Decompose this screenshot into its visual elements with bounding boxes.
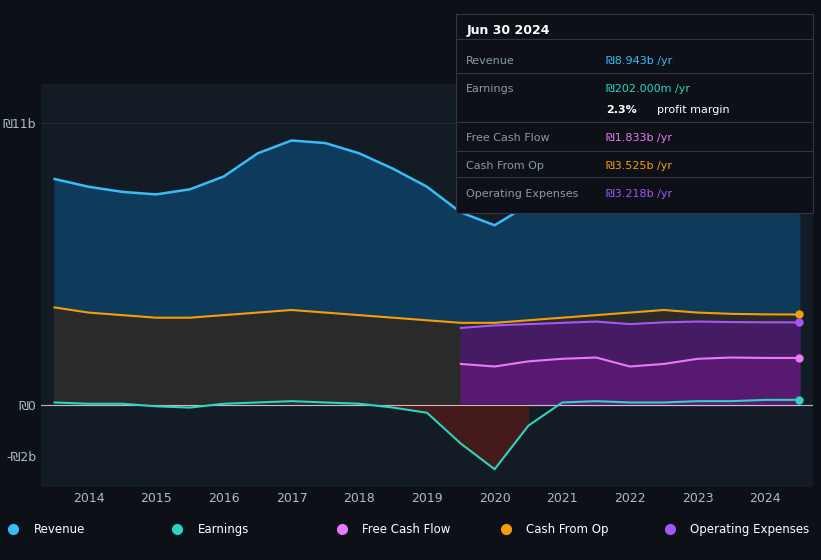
Text: Operating Expenses: Operating Expenses (690, 522, 810, 536)
Text: Operating Expenses: Operating Expenses (466, 189, 579, 199)
Text: Free Cash Flow: Free Cash Flow (362, 522, 451, 536)
Text: ₪8.943b /yr: ₪8.943b /yr (606, 56, 672, 66)
Text: ₪3.525b /yr: ₪3.525b /yr (606, 161, 672, 171)
Text: Earnings: Earnings (466, 83, 515, 94)
Text: profit margin: profit margin (658, 105, 730, 115)
Text: Cash From Op: Cash From Op (526, 522, 608, 536)
Text: ₪3.218b /yr: ₪3.218b /yr (606, 189, 672, 199)
Text: ₪202.000m /yr: ₪202.000m /yr (606, 83, 690, 94)
Text: Cash From Op: Cash From Op (466, 161, 544, 171)
Text: Revenue: Revenue (34, 522, 85, 536)
Text: Revenue: Revenue (466, 56, 515, 66)
Text: Earnings: Earnings (198, 522, 250, 536)
Text: 2.3%: 2.3% (606, 105, 636, 115)
Text: Jun 30 2024: Jun 30 2024 (466, 24, 550, 37)
Text: ₪1.833b /yr: ₪1.833b /yr (606, 133, 672, 143)
Text: Free Cash Flow: Free Cash Flow (466, 133, 550, 143)
